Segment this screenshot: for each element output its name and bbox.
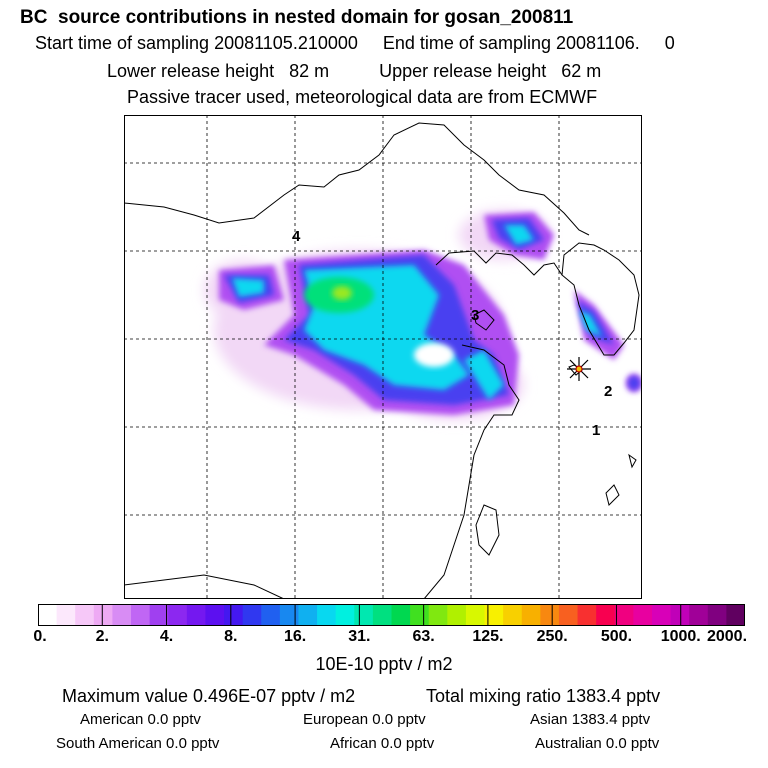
legend-swatch bbox=[707, 604, 727, 626]
legend-swatch bbox=[205, 604, 225, 626]
legend-tick-label: 2. bbox=[95, 628, 109, 645]
legend-tick-label: 63. bbox=[412, 628, 435, 645]
legend-tick-label: 4. bbox=[159, 628, 174, 645]
legend-swatch bbox=[670, 604, 690, 626]
legend-tick-label: 16. bbox=[283, 628, 307, 645]
legend-swatch bbox=[224, 604, 244, 626]
legend-tick-label: 8. bbox=[224, 628, 238, 645]
maximum-value: Maximum value 0.496E-07 pptv / m2 bbox=[62, 686, 356, 706]
legend-tick-label: 250. bbox=[536, 628, 568, 645]
station-star-icon bbox=[567, 357, 591, 381]
legend-swatch bbox=[93, 604, 113, 626]
legend-swatch bbox=[521, 604, 541, 626]
legend-swatch bbox=[689, 604, 709, 626]
color-legend-bar bbox=[38, 604, 745, 626]
legend-frame bbox=[38, 604, 745, 626]
map-label-1: 1 bbox=[592, 422, 600, 439]
legend-swatch bbox=[410, 604, 430, 626]
legend-swatch bbox=[149, 604, 169, 626]
page-title: BC source contributions in nested domain… bbox=[20, 7, 574, 28]
legend-swatch bbox=[279, 604, 299, 626]
legend-swatch bbox=[354, 604, 374, 626]
legend-swatch bbox=[726, 604, 745, 626]
concentration-map: 4 3 2 1 bbox=[124, 115, 642, 599]
legend-swatch bbox=[335, 604, 355, 626]
legend-swatch bbox=[242, 604, 262, 626]
legend-swatch bbox=[298, 604, 318, 626]
legend-swatch bbox=[75, 604, 95, 626]
legend-swatch bbox=[577, 604, 597, 626]
total-mixing-ratio: Total mixing ratio 1383.4 pptv bbox=[426, 686, 661, 706]
european-contribution: European 0.0 pptv bbox=[303, 711, 426, 728]
legend-tick-label: 500. bbox=[600, 628, 633, 645]
legend-swatch bbox=[56, 604, 76, 626]
legend-swatch bbox=[38, 604, 58, 626]
legend-swatch bbox=[465, 604, 486, 626]
legend-tick-label: 2000. bbox=[706, 628, 748, 645]
legend-tick-label: 0. bbox=[33, 628, 47, 645]
legend-swatch bbox=[131, 604, 151, 626]
legend-tick-label: 125. bbox=[472, 628, 504, 645]
legend-swatch bbox=[614, 604, 634, 626]
map-label-4: 4 bbox=[292, 228, 301, 245]
map-label-3: 3 bbox=[471, 307, 479, 324]
legend-swatch bbox=[540, 604, 560, 626]
sampling-time-line: Start time of sampling 20081105.210000 E… bbox=[35, 33, 675, 53]
legend-swatch bbox=[447, 604, 467, 626]
legend-swatch bbox=[484, 604, 504, 626]
legend-swatch bbox=[391, 604, 411, 626]
legend-swatch bbox=[558, 604, 579, 626]
map-frame bbox=[124, 115, 642, 599]
american-contribution: American 0.0 pptv bbox=[80, 711, 201, 728]
graticule bbox=[124, 115, 642, 599]
legend-swatch bbox=[633, 604, 653, 626]
legend-swatch bbox=[168, 604, 188, 626]
legend-swatch bbox=[651, 604, 672, 626]
legend-tick-label: 1000. bbox=[660, 628, 701, 645]
map-label-2: 2 bbox=[604, 383, 612, 400]
legend-swatch bbox=[112, 604, 132, 626]
legend-swatch bbox=[372, 604, 392, 626]
release-height-line: Lower release height 82 m Upper release … bbox=[107, 61, 602, 81]
legend-swatch bbox=[186, 604, 206, 626]
tracer-info-line: Passive tracer used, meteorological data… bbox=[127, 87, 598, 107]
legend-swatch bbox=[317, 604, 337, 626]
australian-contribution: Australian 0.0 pptv bbox=[535, 735, 660, 752]
legend-swatch bbox=[503, 604, 523, 626]
legend-swatch bbox=[428, 604, 448, 626]
legend-swatch bbox=[261, 604, 281, 626]
legend-tick-label: 31. bbox=[348, 628, 371, 645]
legend-swatch bbox=[596, 604, 616, 626]
legend-tick-labels: 0. 2. 4. 8. 16. 31. 63. 125. 250. 500. 1000. 2000. bbox=[0, 628, 768, 648]
asian-contribution: Asian 1383.4 pptv bbox=[530, 711, 651, 728]
african-contribution: African 0.0 pptv bbox=[330, 735, 435, 752]
south-american-contribution: South American 0.0 pptv bbox=[56, 735, 220, 752]
plume-field bbox=[204, 210, 642, 420]
legend-units: 10E-10 pptv / m2 bbox=[315, 654, 453, 674]
